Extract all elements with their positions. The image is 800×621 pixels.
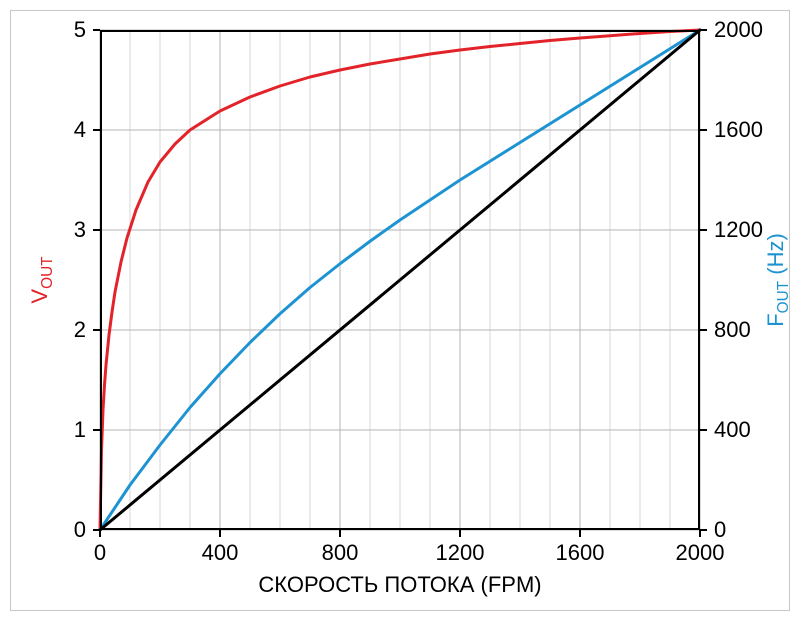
x-tick-1200: 1200 bbox=[436, 540, 485, 566]
yl-tick-4: 4 bbox=[74, 117, 86, 143]
yl-tick-5: 5 bbox=[74, 17, 86, 43]
yl-tick-1: 1 bbox=[74, 417, 86, 443]
x-tick-0: 0 bbox=[94, 540, 106, 566]
yr-tick-400: 400 bbox=[714, 417, 751, 443]
y-right-axis-label: FOUT (Hz) bbox=[763, 233, 793, 327]
x-axis-label: СКОРОСТЬ ПОТОКА (FPM) bbox=[258, 572, 541, 598]
yr-tick-1600: 1600 bbox=[714, 117, 763, 143]
yr-tick-800: 800 bbox=[714, 317, 751, 343]
yr-tick-1200: 1200 bbox=[714, 217, 763, 243]
x-tick-1600: 1600 bbox=[556, 540, 605, 566]
yr-tick-0: 0 bbox=[714, 517, 726, 543]
plot-area bbox=[100, 30, 700, 530]
yr-tick-2000: 2000 bbox=[714, 17, 763, 43]
y-left-axis-label: VOUT bbox=[27, 256, 57, 303]
yl-tick-3: 3 bbox=[74, 217, 86, 243]
yl-tick-0: 0 bbox=[74, 517, 86, 543]
x-tick-800: 800 bbox=[322, 540, 359, 566]
x-tick-400: 400 bbox=[202, 540, 239, 566]
x-tick-2000: 2000 bbox=[676, 540, 725, 566]
yl-tick-2: 2 bbox=[74, 317, 86, 343]
